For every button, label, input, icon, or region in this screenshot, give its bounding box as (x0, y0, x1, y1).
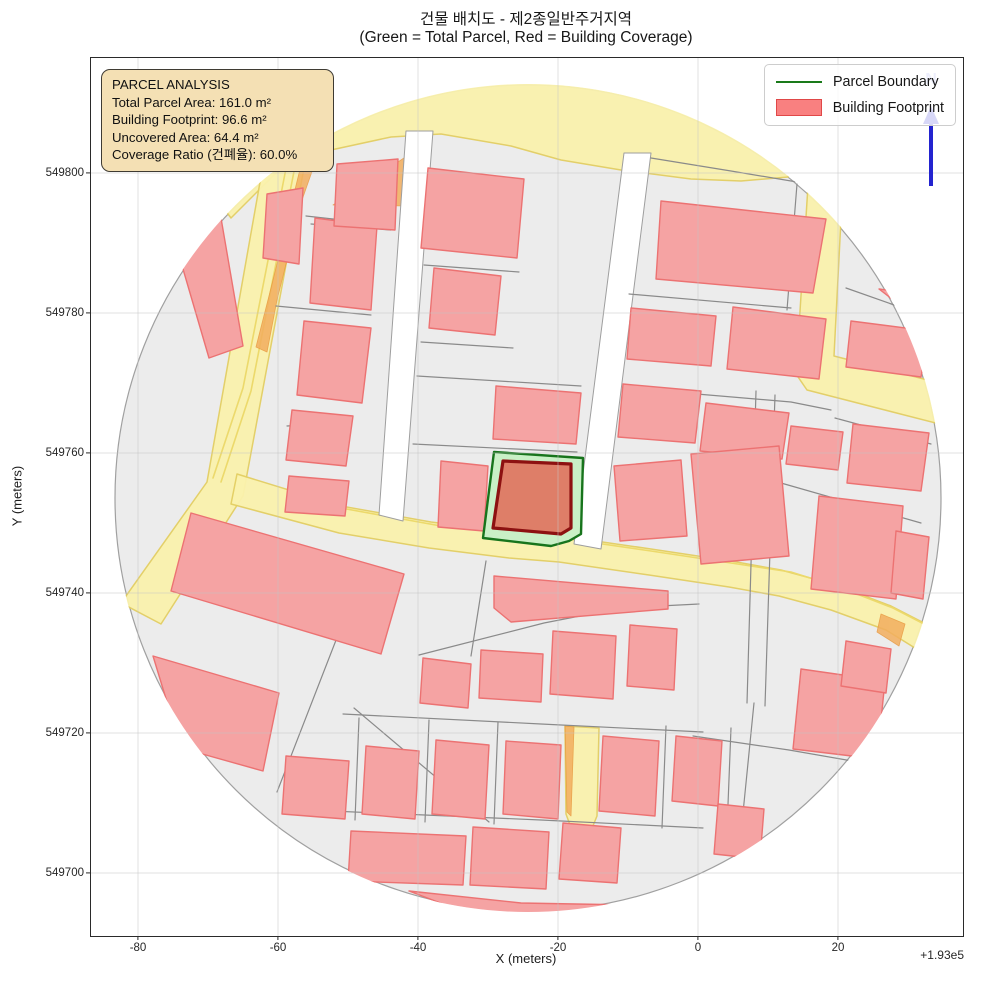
axis-offset-text: +1.93e5 (920, 948, 964, 962)
y-tick-mark (86, 592, 91, 594)
x-tick-mark (277, 936, 279, 940)
x-tick-label: -80 (129, 942, 147, 954)
site-map: N (91, 58, 963, 936)
chart-subtitle: (Green = Total Parcel, Red = Building Co… (359, 29, 693, 46)
legend: Parcel Boundary Building Footprint (764, 64, 956, 126)
plot-area: N PARCEL ANALYSIS Total Parcel Area: 161… (46, 57, 964, 954)
building-footprint-patch-swatch (776, 99, 822, 116)
x-tick-mark (557, 936, 559, 940)
white-roads (378, 130, 652, 550)
y-tick-label: 549800 (45, 167, 84, 179)
chart-title: 건물 배치도 - 제2종일반주거지역 (419, 11, 633, 28)
grid-lines (91, 58, 963, 936)
x-tick-mark (137, 936, 139, 940)
info-line: Uncovered Area: 64.4 m² (112, 129, 259, 145)
x-axis-label: X (meters) (495, 951, 557, 966)
map-layers: N (91, 58, 963, 936)
x-tick-mark (417, 936, 419, 940)
info-line: PARCEL ANALYSIS (112, 77, 230, 92)
y-tick-label: 549760 (45, 447, 84, 459)
y-axis-label: Y (meters) (9, 465, 25, 527)
x-tick-label: 20 (831, 942, 845, 954)
info-line: Building Footprint: 96.6 m² (112, 112, 267, 128)
x-tick-mark (837, 936, 839, 940)
x-tick-mark (697, 936, 699, 940)
info-line: Coverage Ratio (건폐율): 60.0% (112, 147, 298, 163)
x-tick-label: -60 (269, 942, 287, 954)
y-tick-mark (86, 172, 91, 174)
y-tick-label: 549740 (45, 587, 84, 599)
x-tick-label: -40 (409, 942, 427, 954)
y-tick-label: 549720 (45, 727, 84, 739)
legend-item-building-footprint: Building Footprint (776, 99, 944, 116)
target-building (491, 459, 573, 536)
x-tick-label: -20 (549, 942, 567, 954)
legend-label: Building Footprint (832, 99, 944, 116)
info-line: Total Parcel Area: 161.0 m² (112, 94, 272, 110)
legend-item-parcel-boundary: Parcel Boundary (776, 74, 944, 90)
y-tick-label: 549780 (45, 307, 84, 319)
y-tick-label: 549700 (45, 867, 84, 879)
legend-label: Parcel Boundary (833, 74, 939, 90)
parcel-analysis-box: PARCEL ANALYSIS Total Parcel Area: 161.0… (101, 69, 334, 172)
y-tick-mark (86, 872, 91, 874)
y-tick-mark (86, 732, 91, 734)
x-tick-label: 0 (694, 942, 702, 954)
y-tick-mark (86, 312, 91, 314)
parcel-boundary-line-swatch (776, 80, 822, 84)
y-tick-mark (86, 452, 91, 454)
buildings (152, 158, 942, 912)
